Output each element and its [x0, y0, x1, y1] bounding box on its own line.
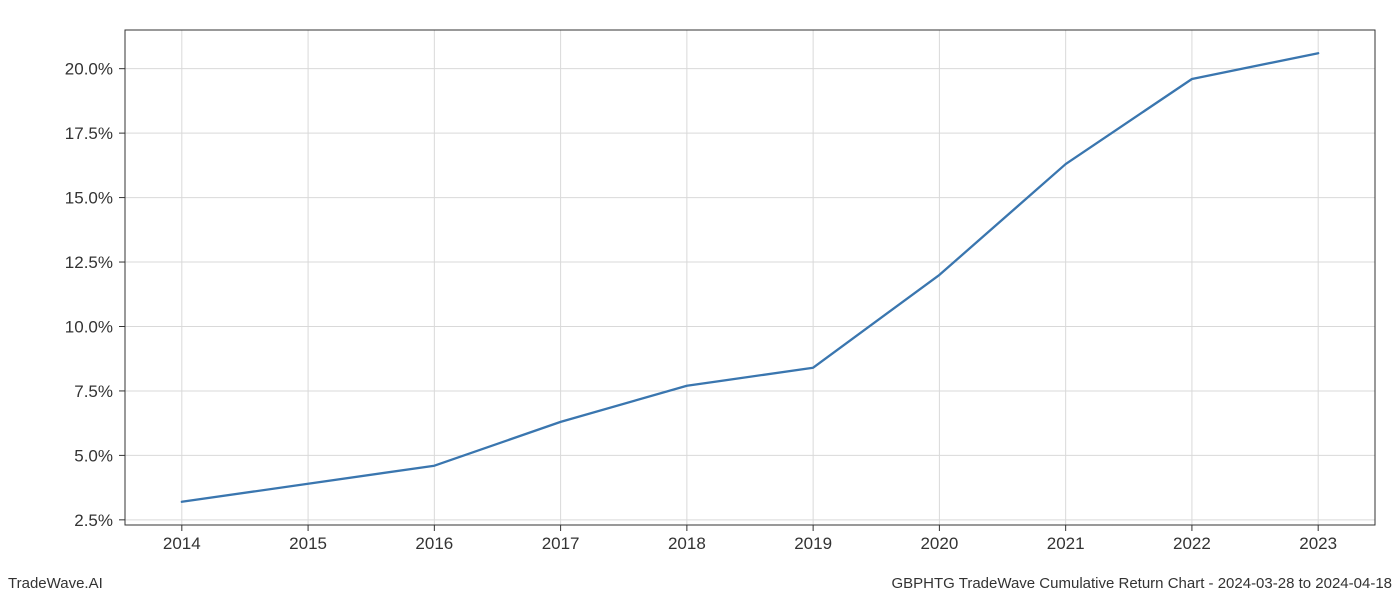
svg-text:7.5%: 7.5% — [74, 382, 113, 401]
svg-text:2020: 2020 — [920, 534, 958, 553]
svg-text:2015: 2015 — [289, 534, 327, 553]
svg-text:20.0%: 20.0% — [65, 60, 113, 79]
svg-text:2023: 2023 — [1299, 534, 1337, 553]
footer-left-label: TradeWave.AI — [8, 575, 103, 592]
svg-text:2022: 2022 — [1173, 534, 1211, 553]
footer-right-label: GBPHTG TradeWave Cumulative Return Chart… — [891, 575, 1392, 592]
svg-text:2021: 2021 — [1047, 534, 1085, 553]
svg-text:5.0%: 5.0% — [74, 446, 113, 465]
line-chart: 2014 2015 2016 2017 2018 2019 2020 2021 2022 2023… — [0, 0, 1400, 600]
svg-text:2017: 2017 — [542, 534, 580, 553]
svg-text:17.5%: 17.5% — [65, 124, 113, 143]
svg-text:2019: 2019 — [794, 534, 832, 553]
svg-text:10.0%: 10.0% — [65, 317, 113, 336]
svg-text:2016: 2016 — [415, 534, 453, 553]
svg-text:12.5%: 12.5% — [65, 253, 113, 272]
chart-container: 2014 2015 2016 2017 2018 2019 2020 2021 2022 2023… — [0, 0, 1400, 600]
svg-text:15.0%: 15.0% — [65, 189, 113, 208]
svg-text:2014: 2014 — [163, 534, 201, 553]
svg-text:2018: 2018 — [668, 534, 706, 553]
svg-text:2.5%: 2.5% — [74, 511, 113, 530]
